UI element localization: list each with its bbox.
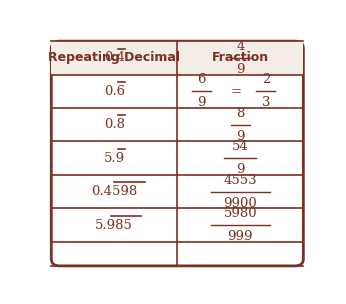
Text: 0.8: 0.8 bbox=[104, 118, 125, 131]
Text: 999: 999 bbox=[228, 230, 253, 243]
Text: Fraction: Fraction bbox=[212, 51, 269, 64]
Text: 5.9: 5.9 bbox=[104, 152, 125, 165]
Text: 54: 54 bbox=[232, 140, 249, 153]
Text: 5980: 5980 bbox=[224, 207, 257, 220]
Text: 4553: 4553 bbox=[224, 174, 257, 187]
FancyBboxPatch shape bbox=[51, 41, 303, 266]
Text: 3: 3 bbox=[262, 96, 270, 109]
Text: 0.4: 0.4 bbox=[104, 51, 125, 64]
Text: 9900: 9900 bbox=[224, 197, 257, 210]
Text: 9: 9 bbox=[236, 63, 245, 76]
Text: 9: 9 bbox=[197, 96, 206, 109]
Text: 9: 9 bbox=[236, 163, 245, 176]
Text: 5.985: 5.985 bbox=[95, 219, 133, 232]
Text: Repeating Decimal: Repeating Decimal bbox=[48, 51, 180, 64]
Text: 0.4598: 0.4598 bbox=[91, 185, 137, 198]
Bar bbox=[51, 41, 303, 74]
Text: 8: 8 bbox=[236, 107, 245, 120]
Text: =: = bbox=[231, 85, 242, 98]
Text: 9: 9 bbox=[236, 130, 245, 143]
Text: 2: 2 bbox=[262, 73, 270, 86]
Text: 4: 4 bbox=[236, 40, 245, 53]
Text: 6: 6 bbox=[197, 73, 206, 86]
Text: 0.6: 0.6 bbox=[104, 85, 125, 98]
